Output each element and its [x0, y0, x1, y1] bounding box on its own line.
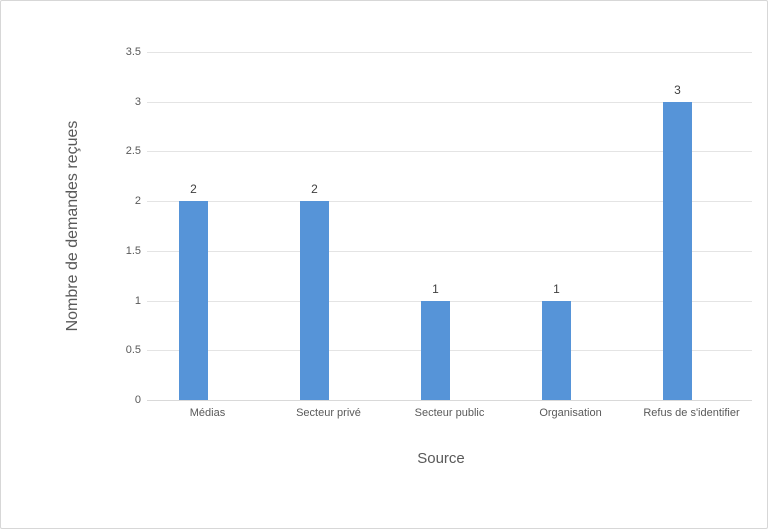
data-label: 1	[432, 281, 439, 296]
data-label: 2	[311, 182, 318, 197]
category-label: Secteur public	[414, 407, 485, 419]
y-tick-label: 1	[134, 295, 141, 307]
y-tick-label: 2.5	[125, 145, 141, 157]
y-tick-label: 0	[134, 394, 141, 406]
bar-5	[663, 101, 692, 400]
data-label: 2	[190, 182, 197, 197]
gridline	[147, 251, 752, 252]
y-tick-label: 2	[134, 195, 141, 207]
gridline	[147, 102, 752, 103]
x-axis-title: Source	[417, 450, 465, 467]
category-label: Secteur privé	[296, 407, 361, 419]
gridline	[147, 151, 752, 152]
y-tick-label: 1.5	[125, 245, 141, 257]
category-label: Médias	[189, 407, 226, 419]
y-tick-label: 3	[134, 96, 141, 108]
category-label: Organisation	[539, 407, 602, 419]
y-tick-label: 0.5	[125, 344, 141, 356]
data-label: 1	[553, 281, 560, 296]
y-tick-label: 3.5	[125, 46, 141, 58]
x-axis-line	[147, 400, 752, 401]
bar-4	[542, 300, 571, 400]
category-label: Refus de s'identifier	[643, 407, 740, 419]
data-label: 3	[674, 82, 681, 97]
bar-3	[421, 300, 450, 400]
gridline	[147, 201, 752, 202]
bar-2	[300, 201, 329, 400]
bar-1	[179, 201, 208, 400]
gridline	[147, 52, 752, 53]
